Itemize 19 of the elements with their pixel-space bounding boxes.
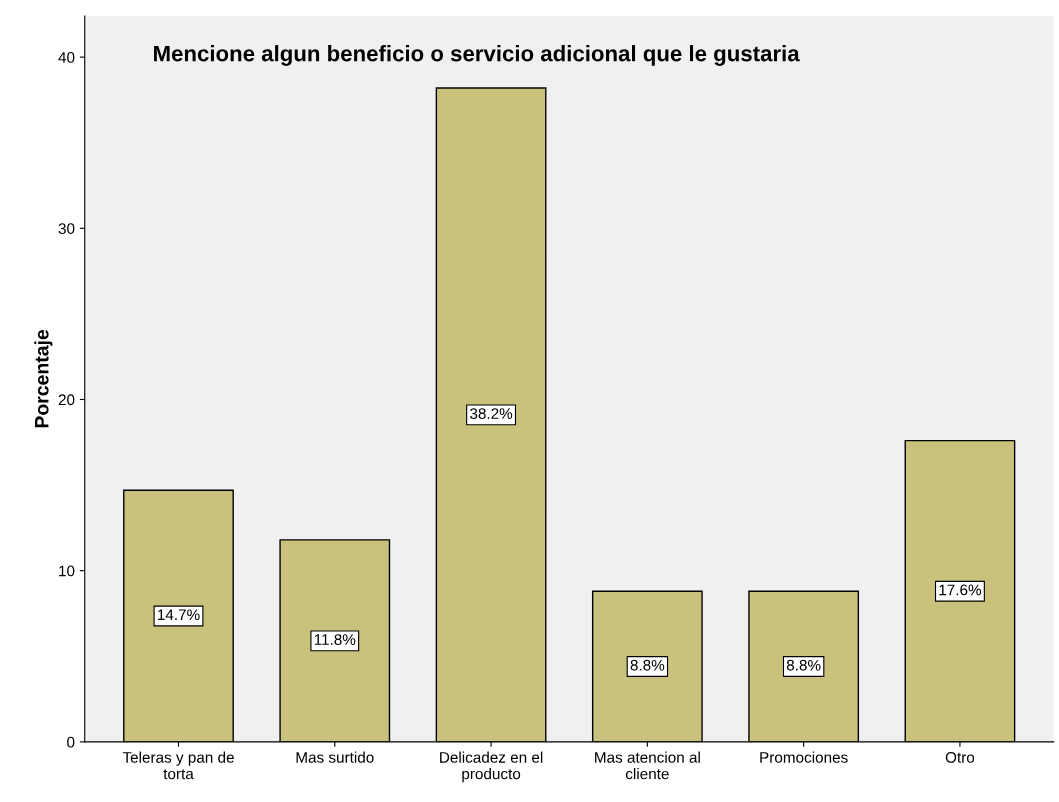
- x-tick-label: Promociones: [760, 751, 848, 763]
- data-label: 38.2%: [469, 408, 513, 419]
- x-tick-label: Mas surtido: [296, 751, 374, 763]
- y-tick-label: 40: [58, 51, 75, 63]
- y-tick-label: 0: [67, 736, 75, 748]
- data-label: 8.8%: [786, 659, 821, 671]
- x-tick-label: Teleras y pan de torta: [122, 751, 234, 780]
- y-axis-title: Porcentaje: [34, 329, 53, 428]
- data-label: 11.8%: [314, 634, 356, 645]
- x-tick-label: Delicadez en el producto: [440, 751, 543, 783]
- y-tick-label: 20: [58, 394, 75, 406]
- x-tick-label: Mas atencion al cliente: [595, 751, 700, 780]
- data-label: 8.8%: [630, 659, 665, 671]
- y-tick-label: 30: [58, 223, 75, 234]
- x-tick-label: Otro: [945, 751, 975, 763]
- data-label: 14.7%: [158, 609, 200, 621]
- text: Mencione algun beneficio o servicio adicional que le gustaria: [154, 45, 800, 66]
- y-tick-label: 10: [59, 565, 75, 577]
- data-label: 17.6%: [939, 584, 982, 596]
